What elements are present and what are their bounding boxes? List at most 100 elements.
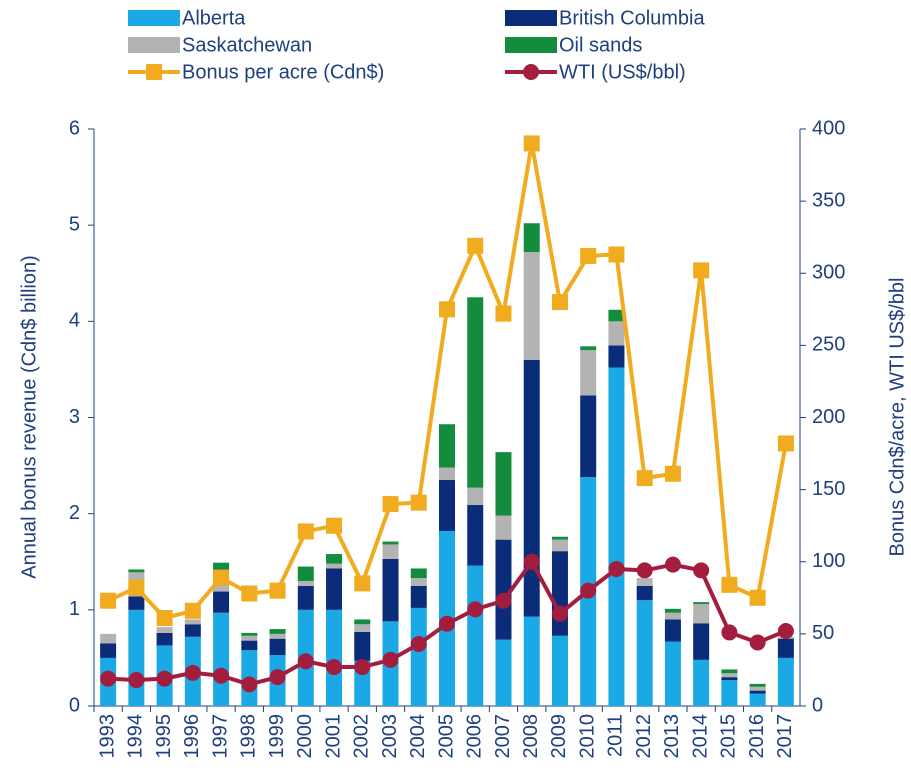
marker [326,659,343,676]
marker [777,622,794,639]
marker [693,262,710,279]
legend-swatch [128,10,180,26]
bar [184,619,201,625]
marker [128,579,145,596]
bar [749,690,766,694]
bar [693,604,710,624]
bar [749,693,766,706]
bar [439,467,455,481]
bar [749,686,766,691]
marker [608,246,625,263]
x-tick-label: 2011 [605,714,627,757]
bar [326,563,343,569]
x-tick-label: 2002 [351,714,373,759]
legend-label: Bonus per acre (Cdn$) [182,61,384,83]
marker [184,664,201,681]
y-tick-label: 4 [69,310,80,332]
x-tick-label: 2010 [576,714,598,759]
marker [777,435,794,452]
bar [100,633,117,644]
bar [608,321,625,346]
bar [467,487,484,506]
bar [495,452,512,516]
bar [354,624,371,632]
marker [128,672,145,689]
bar [156,632,173,646]
marker [467,237,484,254]
x-tick-label: 2001 [322,714,344,759]
bar [664,612,681,620]
y-tick-label: 1 [69,598,80,620]
marker [100,592,117,609]
y-tick-label: 2 [69,502,80,524]
marker [410,635,427,652]
marker [551,605,568,622]
marker [693,562,710,579]
y2-tick-label: 200 [812,406,845,428]
legend-label: British Columbia [559,7,705,29]
bar [721,677,738,681]
marker [749,589,766,606]
y2-tick-label: 100 [812,550,845,572]
bar [580,395,597,478]
x-tick-label: 1998 [238,714,260,759]
legend-swatch [505,37,557,53]
marker [467,601,484,618]
x-tick-label: 2014 [689,714,711,759]
legend-label: Oil sands [559,34,642,56]
bar [523,616,540,706]
bar [749,683,766,687]
bar [551,635,568,706]
bar [410,585,427,608]
bar [777,657,794,706]
y-tick-label: 3 [69,406,80,428]
y-tick-label: 5 [69,213,80,235]
bar [410,568,427,579]
marker [580,582,597,599]
y-tick-label: 0 [69,694,80,716]
marker [495,592,512,609]
bar [608,367,625,706]
x-tick-label: 1996 [181,714,203,759]
marker [156,670,173,687]
bar [382,558,399,622]
marker [410,494,427,511]
marker [354,659,371,676]
x-tick-label: 2003 [379,714,401,759]
x-tick-label: 2017 [774,714,796,759]
bar [664,619,681,642]
legend-label: WTI (US$/bbl) [559,61,686,83]
x-tick-label: 1994 [125,714,147,759]
bar [636,600,653,706]
bar [523,252,540,360]
bar [495,515,512,540]
bar [410,607,427,706]
y2-tick-label: 400 [812,117,845,139]
bar [241,640,258,651]
bar [241,635,258,641]
bar [693,659,710,706]
bar [580,346,597,351]
marker [354,575,371,592]
marker [523,135,540,152]
bar [326,609,343,706]
x-tick-label: 2006 [464,714,486,759]
bar [551,551,568,636]
bar [297,585,314,610]
bar [269,633,286,639]
bar [410,578,427,586]
x-tick-label: 1995 [153,714,175,759]
bar [213,612,230,706]
x-tick-label: 2007 [492,714,514,759]
x-tick-label: 1993 [96,714,118,759]
marker [156,610,173,627]
y2-tick-label: 50 [812,622,834,644]
marker [297,523,314,540]
bar [636,585,653,601]
bar [100,643,117,658]
marker [721,624,738,641]
y2-tick-label: 300 [812,262,845,284]
marker [523,553,540,570]
bar [439,480,455,531]
